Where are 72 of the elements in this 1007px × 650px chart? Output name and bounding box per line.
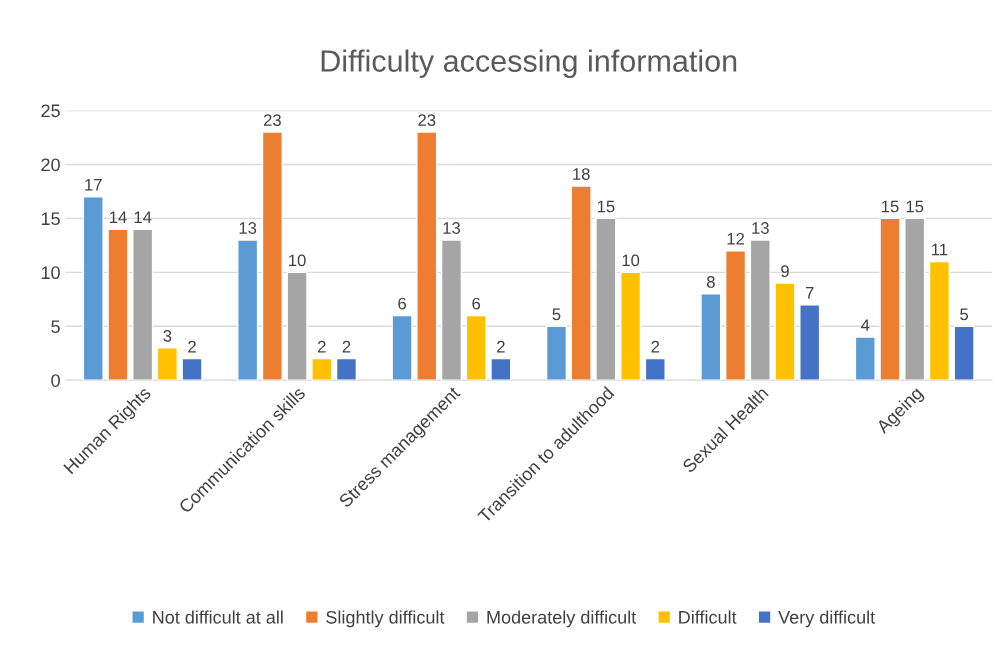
bar bbox=[700, 293, 722, 381]
y-tick-label: 15 bbox=[41, 212, 60, 226]
data-label: 6 bbox=[472, 297, 481, 310]
legend-label: Difficult bbox=[679, 610, 737, 624]
data-label: 8 bbox=[706, 276, 715, 288]
data-label: 23 bbox=[263, 114, 281, 127]
data-label: 15 bbox=[597, 200, 615, 213]
data-label: 14 bbox=[109, 211, 127, 223]
data-label: 6 bbox=[398, 297, 406, 310]
bar bbox=[261, 131, 283, 381]
data-label: 2 bbox=[651, 340, 660, 353]
bar bbox=[854, 336, 876, 381]
bar bbox=[107, 228, 129, 381]
data-label: 5 bbox=[552, 308, 561, 321]
data-label: 3 bbox=[163, 330, 172, 342]
bar bbox=[570, 185, 592, 381]
bar bbox=[879, 217, 901, 381]
bar bbox=[928, 260, 950, 381]
bar bbox=[799, 304, 821, 381]
bar bbox=[311, 357, 333, 381]
bar bbox=[416, 131, 438, 381]
bar bbox=[391, 314, 413, 381]
chart-title: Difficulty accessing information bbox=[321, 49, 737, 78]
data-label: 2 bbox=[497, 340, 505, 353]
data-label: 5 bbox=[960, 308, 969, 321]
bar bbox=[82, 196, 104, 381]
data-label: 2 bbox=[342, 340, 351, 353]
data-label: 9 bbox=[781, 265, 789, 278]
data-label: 13 bbox=[752, 222, 769, 234]
data-label: 7 bbox=[805, 287, 814, 299]
bar bbox=[156, 347, 178, 381]
bar bbox=[335, 357, 358, 381]
data-label: 15 bbox=[906, 200, 924, 213]
bar bbox=[490, 357, 512, 381]
y-tick-label: 5 bbox=[51, 320, 60, 334]
bar bbox=[725, 250, 747, 381]
data-label: 13 bbox=[443, 222, 461, 234]
data-label: 13 bbox=[239, 222, 257, 234]
bar bbox=[132, 228, 154, 381]
bar bbox=[644, 357, 666, 381]
bar bbox=[237, 239, 259, 381]
data-label: 2 bbox=[317, 340, 326, 353]
bar bbox=[774, 282, 796, 381]
legend-label: Slightly difficult bbox=[326, 610, 445, 628]
legend-label: Moderately difficult bbox=[487, 610, 637, 628]
bar bbox=[620, 271, 642, 381]
data-label: 11 bbox=[932, 243, 948, 256]
data-label: 12 bbox=[727, 232, 745, 245]
y-tick-label: 25 bbox=[41, 104, 60, 118]
data-label: 17 bbox=[85, 179, 102, 191]
bar bbox=[545, 325, 568, 381]
data-label: 18 bbox=[573, 168, 590, 180]
bar bbox=[181, 357, 203, 381]
y-tick-label: 0 bbox=[51, 374, 60, 387]
data-label: 10 bbox=[289, 254, 306, 267]
data-label: 15 bbox=[881, 200, 899, 213]
data-label: 23 bbox=[418, 114, 436, 127]
data-label: 4 bbox=[861, 319, 870, 331]
bar bbox=[440, 239, 463, 381]
legend-label: Not difficult at all bbox=[153, 610, 283, 624]
bar bbox=[286, 271, 308, 381]
bar bbox=[465, 314, 487, 381]
data-label: 10 bbox=[622, 254, 640, 267]
bar bbox=[595, 217, 617, 381]
legend-label: Very difficult bbox=[778, 610, 876, 628]
y-tick-label: 20 bbox=[41, 158, 60, 172]
data-label: 2 bbox=[188, 340, 196, 353]
bar bbox=[904, 217, 926, 381]
data-label: 14 bbox=[134, 211, 152, 223]
y-tick-label: 10 bbox=[41, 266, 60, 280]
bar bbox=[953, 325, 975, 381]
bar bbox=[749, 239, 771, 381]
